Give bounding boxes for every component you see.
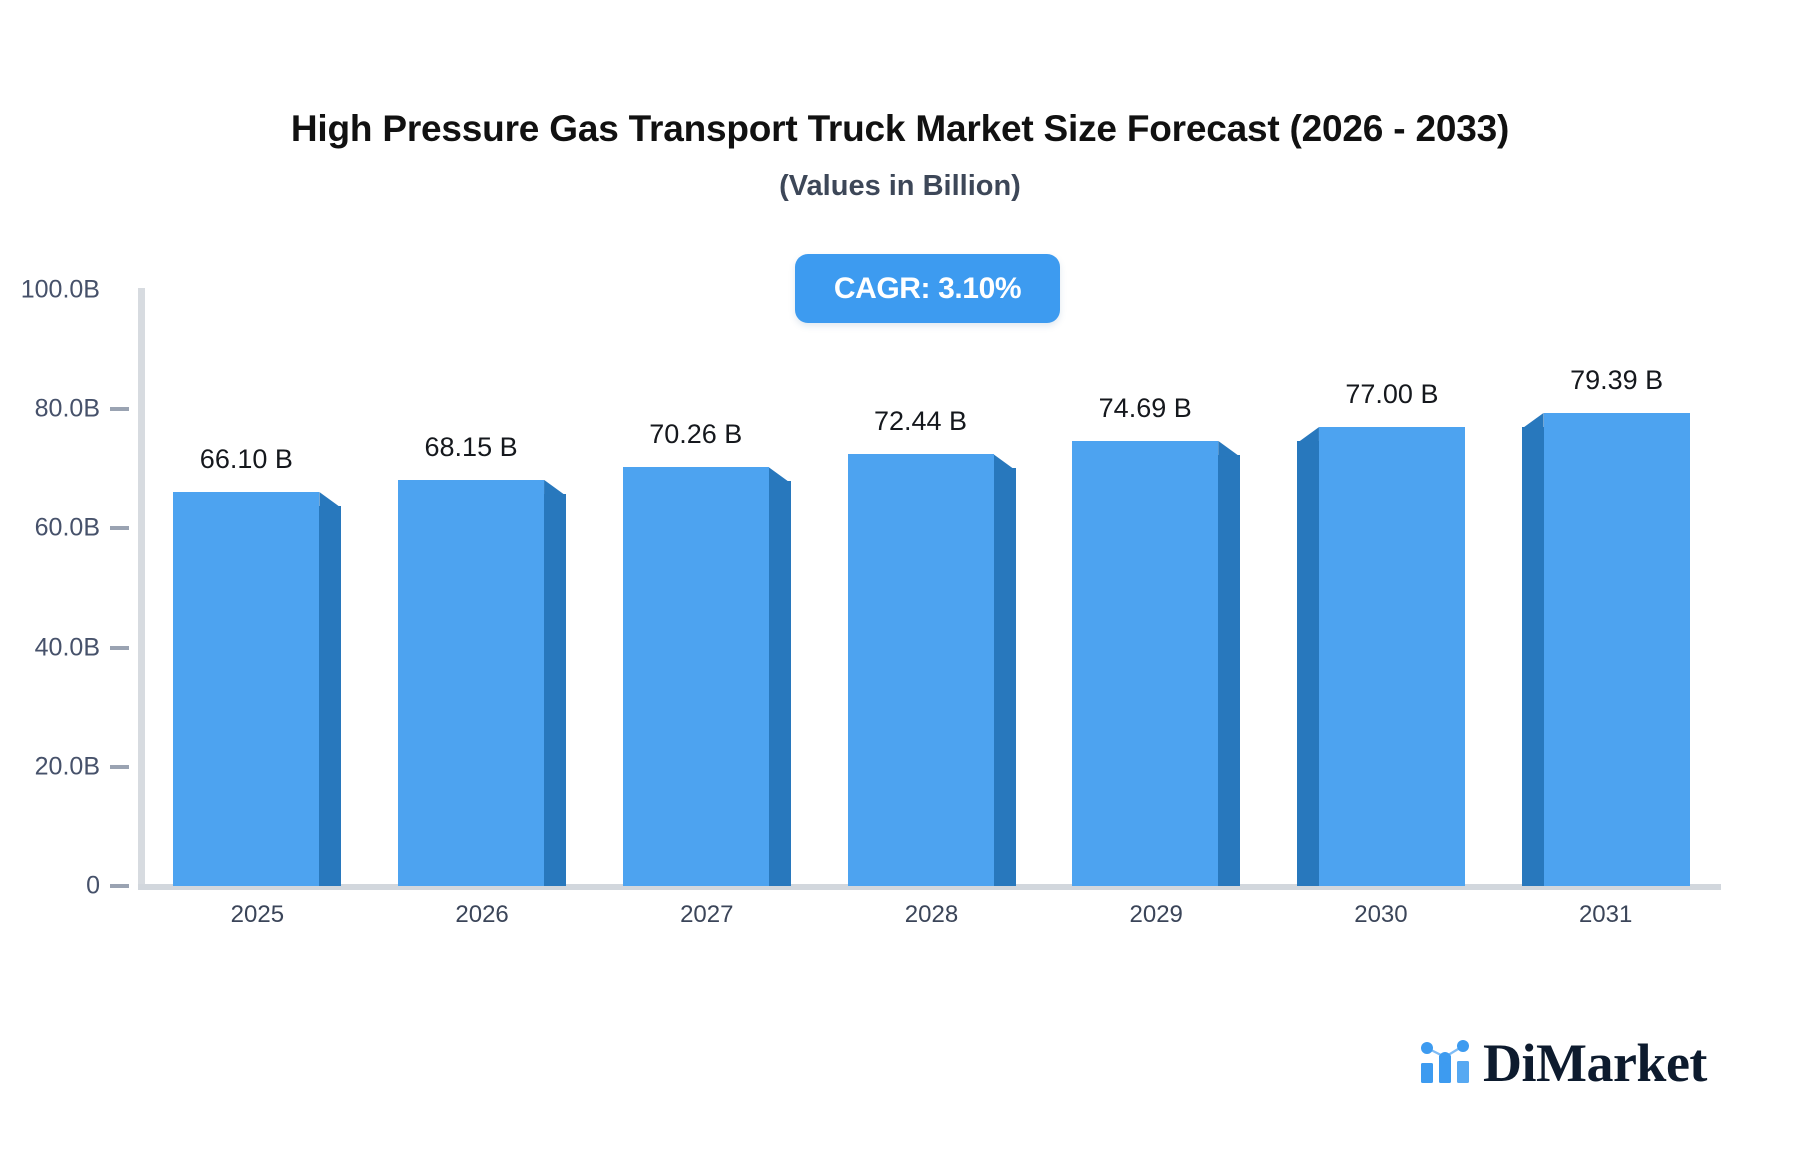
y-tick-label: 0 <box>86 871 100 900</box>
bar-front-face <box>1543 412 1690 886</box>
x-tick-label: 2025 <box>230 901 285 928</box>
y-tick-mark <box>110 764 129 769</box>
x-tick-label: 2031 <box>1578 901 1633 928</box>
bar <box>1072 440 1241 886</box>
bar-value-label: 72.44 B <box>873 406 968 437</box>
bar-side-face <box>768 481 791 886</box>
dimarket-logo: DiMarket <box>1419 1036 1707 1090</box>
bar-front-face <box>398 479 545 886</box>
x-axis-line <box>138 884 1721 890</box>
y-axis-line <box>138 288 145 888</box>
x-tick-label: 2028 <box>904 901 959 928</box>
bar-chart-dots-icon <box>1419 1037 1471 1090</box>
y-tick-mark <box>110 645 129 650</box>
bar-side-face <box>1521 426 1544 886</box>
bar-value-label: 66.10 B <box>199 444 293 475</box>
bar-front-face <box>1072 440 1219 886</box>
bar <box>1521 412 1690 886</box>
y-tick-mark <box>110 407 129 412</box>
bar-front-face <box>622 467 769 886</box>
y-tick-mark <box>110 884 129 888</box>
bar-top-chamfer <box>1218 440 1241 457</box>
x-tick-label: 2027 <box>680 901 734 928</box>
bar-front-face <box>847 454 994 886</box>
y-tick-label: 60.0B <box>34 513 100 542</box>
y-tick-label: 20.0B <box>34 752 100 781</box>
bar <box>622 467 791 886</box>
bar-side-face <box>993 468 1016 886</box>
y-tick-label: 40.0B <box>34 633 100 662</box>
bar <box>847 454 1016 886</box>
x-tick-label: 2029 <box>1129 901 1183 928</box>
page-title: High Pressure Gas Transport Truck Market… <box>290 108 1510 149</box>
x-tick-label: 2026 <box>455 901 509 928</box>
bar-side-face <box>319 506 342 886</box>
bar-top-chamfer <box>1521 412 1544 429</box>
bar-value-label: 74.69 B <box>1098 392 1192 423</box>
bar-side-face <box>544 493 567 886</box>
bar-front-face <box>1318 427 1465 886</box>
bar-value-label: 77.00 B <box>1345 379 1439 410</box>
bar-value-label: 79.39 B <box>1570 364 1664 395</box>
bar-front-face <box>173 492 320 886</box>
x-tick-label: 2030 <box>1354 901 1408 928</box>
bar-value-label: 68.15 B <box>424 431 518 462</box>
bar <box>173 492 342 886</box>
cagr-badge: CAGR: 3.10% <box>795 254 1060 323</box>
y-tick-label: 80.0B <box>34 394 100 423</box>
page-subtitle: (Values in Billion) <box>779 170 1021 202</box>
logo-text: DiMarket <box>1483 1033 1707 1093</box>
bar-top-chamfer <box>1296 427 1319 444</box>
bar <box>398 479 567 886</box>
y-tick-mark <box>110 526 129 531</box>
bar-value-label: 70.26 B <box>649 419 743 450</box>
y-tick-label: 100.0B <box>20 275 100 304</box>
bar-side-face <box>1296 441 1319 886</box>
bar-side-face <box>1218 454 1241 886</box>
bar <box>1296 427 1465 886</box>
cagr-badge-label: CAGR: 3.10% <box>833 271 1022 305</box>
